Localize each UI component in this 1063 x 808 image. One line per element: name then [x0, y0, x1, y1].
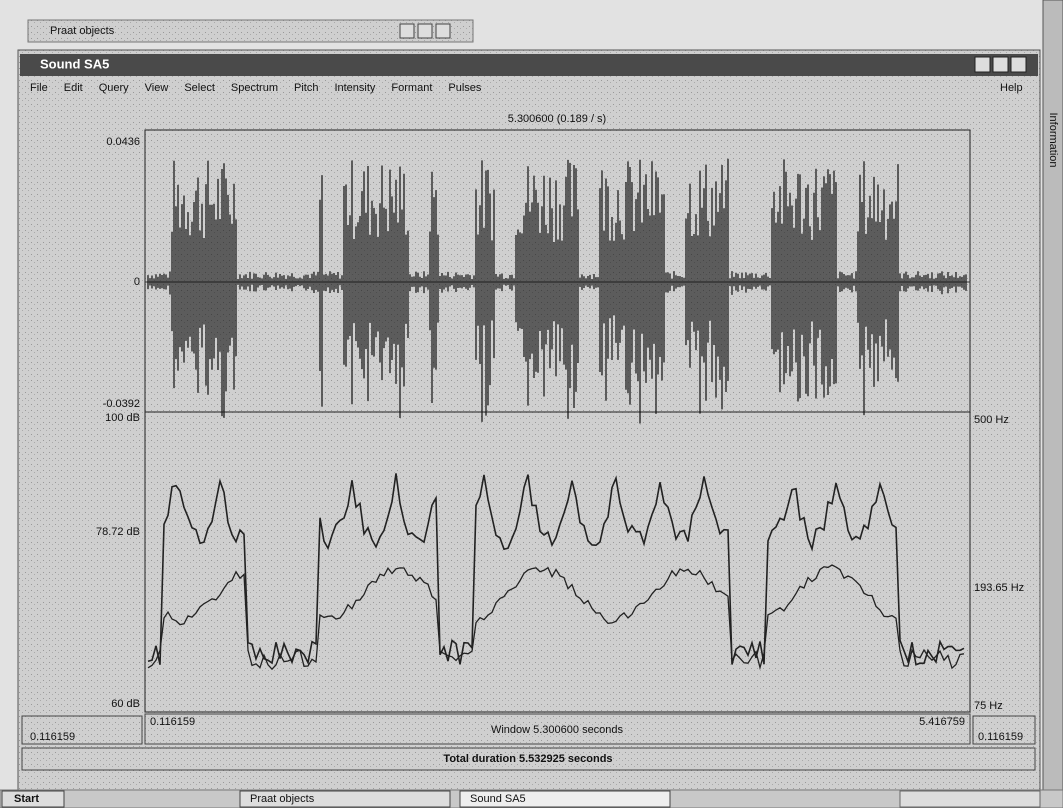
- menu-item[interactable]: File: [30, 82, 48, 94]
- menu-item[interactable]: Pitch: [294, 82, 318, 94]
- window-label: Window 5.300600 seconds: [491, 724, 624, 736]
- menu-item[interactable]: Select: [184, 82, 215, 94]
- analysis-panel[interactable]: [145, 412, 970, 712]
- maximize-button[interactable]: [418, 24, 432, 38]
- close-button[interactable]: [436, 24, 450, 38]
- selection-label: 5.300600 (0.189 / s): [508, 113, 606, 125]
- window-end: 5.416759: [919, 716, 965, 728]
- menu-help[interactable]: Help: [1000, 82, 1023, 94]
- task-label: Sound SA5: [470, 793, 526, 805]
- outer-left-time: 0.116159: [30, 731, 75, 743]
- pitch-bottom: 75 Hz: [974, 700, 1003, 712]
- outer-right-time: 0.116159: [978, 731, 1023, 743]
- maximize-button[interactable]: [993, 57, 1008, 72]
- menu-item[interactable]: Edit: [64, 82, 83, 94]
- objects-window-title: Praat objects: [50, 25, 115, 37]
- start-label: Start: [14, 793, 39, 805]
- window-title: Sound SA5: [40, 56, 109, 71]
- pitch-top: 500 Hz: [974, 414, 1009, 426]
- total-duration: Total duration 5.532925 seconds: [443, 753, 612, 765]
- menu-item[interactable]: Intensity: [334, 82, 375, 94]
- window-start: 0.116159: [150, 716, 195, 728]
- pitch-mid: 193.65 Hz: [974, 582, 1024, 594]
- title-bar[interactable]: [20, 54, 1038, 76]
- menu-item[interactable]: Query: [99, 82, 129, 94]
- task-label: Praat objects: [250, 793, 315, 805]
- side-panel-title: Information: [1047, 112, 1059, 167]
- intensity-top: 100 dB: [105, 412, 140, 424]
- menu-item[interactable]: Pulses: [448, 82, 482, 94]
- amplitude-min: -0.0392: [103, 398, 140, 410]
- menu-item[interactable]: Spectrum: [231, 82, 278, 94]
- intensity-mid: 78.72 dB: [96, 526, 140, 538]
- minimize-button[interactable]: [400, 24, 414, 38]
- amplitude-zero: 0: [134, 276, 140, 288]
- menu-item[interactable]: View: [145, 82, 169, 94]
- close-button[interactable]: [1011, 57, 1026, 72]
- minimize-button[interactable]: [975, 57, 990, 72]
- tray: [900, 791, 1040, 807]
- screen: Praat objects Sound SA5 File Edit Query Vie…: [0, 0, 1063, 808]
- page: Praat objects Sound SA5 File Edit Query Vie…: [0, 0, 1063, 808]
- menu-item[interactable]: Formant: [391, 82, 432, 94]
- intensity-bottom: 60 dB: [111, 698, 140, 710]
- amplitude-max: 0.0436: [106, 136, 140, 148]
- menu-bar: File Edit Query View Select Spectrum Pitch Inte…: [30, 82, 482, 94]
